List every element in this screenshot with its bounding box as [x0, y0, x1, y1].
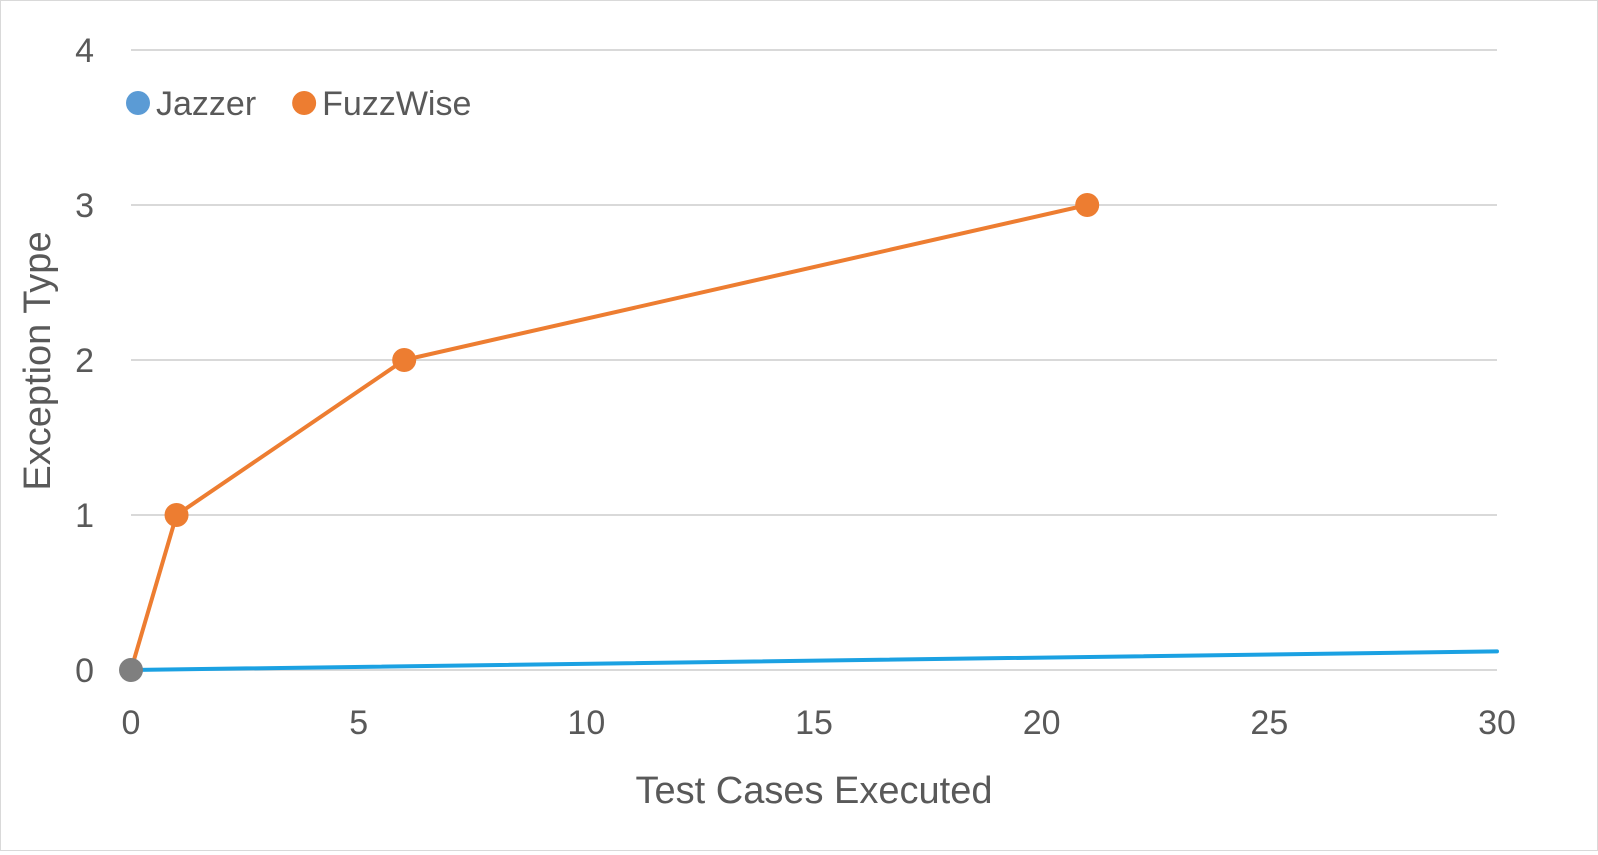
y-axis-title: Exception Type: [17, 231, 59, 490]
y-tick-label: 4: [75, 32, 94, 70]
data-point-fuzzwise: [392, 348, 417, 372]
x-tick-label: 5: [349, 704, 368, 742]
y-tick-label: 0: [75, 652, 94, 690]
y-tick-label: 3: [75, 187, 94, 225]
series-line-jazzer: [129, 649, 1499, 672]
x-tick-label: 25: [1250, 704, 1288, 742]
x-tick-label: 10: [567, 704, 605, 742]
legend: Jazzer FuzzWise: [126, 85, 471, 123]
x-tick-label: 0: [122, 704, 141, 742]
gridlines: [131, 49, 1497, 671]
y-tick-label: 1: [75, 497, 94, 535]
x-tick-label: 20: [1023, 704, 1061, 742]
data-point-fuzzwise: [1075, 193, 1100, 217]
legend-label-jazzer: Jazzer: [156, 85, 256, 123]
x-axis-title: Test Cases Executed: [636, 770, 993, 812]
series-line-fuzzwise: [129, 203, 1090, 672]
legend-item-jazzer: Jazzer: [126, 85, 256, 123]
y-tick-label: 2: [75, 342, 94, 380]
legend-marker-fuzzwise: [292, 91, 317, 115]
x-tick-label: 30: [1478, 704, 1516, 742]
data-point-fuzzwise: [164, 503, 189, 527]
series-lines: [129, 203, 1499, 672]
legend-label-fuzzwise: FuzzWise: [322, 85, 471, 123]
legend-marker-jazzer: [126, 91, 150, 115]
x-axis-tick-labels: 0 5 10 15 20 25 30: [122, 704, 1516, 742]
data-point-fuzzwise: [119, 658, 143, 682]
y-axis-tick-labels: 0 1 2 3 4: [75, 32, 94, 690]
series-markers: [119, 193, 1100, 682]
legend-item-fuzzwise: FuzzWise: [292, 85, 471, 123]
x-tick-label: 15: [795, 704, 833, 742]
